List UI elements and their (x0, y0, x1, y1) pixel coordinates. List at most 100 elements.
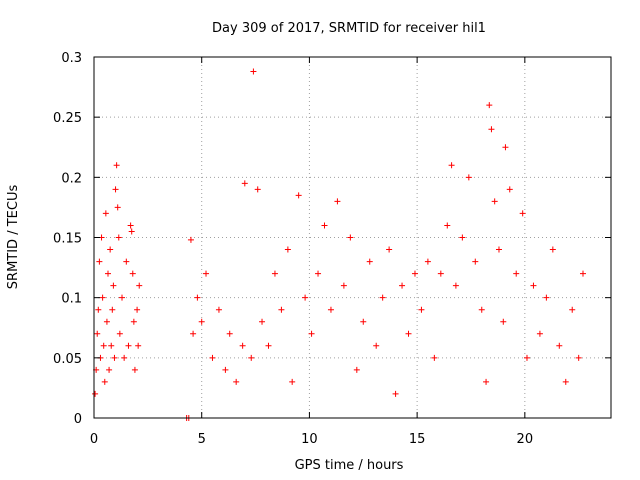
data-point (399, 282, 406, 289)
data-point (315, 270, 322, 277)
data-point (289, 378, 296, 385)
data-point (135, 342, 142, 349)
data-point (353, 366, 360, 373)
data-point (575, 354, 582, 361)
data-point (250, 68, 257, 75)
data-point (107, 246, 114, 253)
x-tick-label: 10 (301, 432, 318, 447)
data-point (110, 282, 117, 289)
data-point (259, 318, 266, 325)
y-tick-label: 0.25 (53, 111, 82, 126)
data-point (500, 318, 507, 325)
data-point (112, 186, 119, 193)
data-point (491, 198, 498, 205)
data-point (459, 234, 466, 241)
x-tick-label: 0 (90, 432, 98, 447)
data-point (334, 198, 341, 205)
data-point (95, 306, 102, 313)
data-point (360, 318, 367, 325)
data-point (278, 306, 285, 313)
chart-title: Day 309 of 2017, SRMTID for receiver hil… (212, 21, 486, 36)
data-point (103, 318, 110, 325)
data-point (284, 246, 291, 253)
data-point (222, 366, 229, 373)
data-point (226, 330, 233, 337)
data-point (111, 354, 118, 361)
data-point (373, 342, 380, 349)
x-tick-label: 5 (198, 432, 206, 447)
data-point (308, 330, 315, 337)
data-point (105, 270, 112, 277)
data-point (340, 282, 347, 289)
data-point (125, 342, 132, 349)
data-point (94, 330, 101, 337)
data-point (556, 342, 563, 349)
data-point (506, 186, 513, 193)
axis-ticks: 0 5 10 15 20 0 0.05 0.1 0.15 0.2 0.25 0.3 (53, 51, 611, 447)
data-point (536, 330, 543, 337)
data-point (519, 210, 526, 217)
y-tick-label: 0 (74, 412, 82, 427)
data-point (386, 246, 393, 253)
data-point (239, 342, 246, 349)
data-point (265, 342, 272, 349)
data-point (209, 354, 216, 361)
data-point (241, 180, 248, 187)
data-point (129, 270, 136, 277)
data-point (215, 306, 222, 313)
data-point (190, 330, 197, 337)
data-point (102, 210, 109, 217)
y-tick-label: 0.05 (53, 352, 82, 367)
data-point (405, 330, 412, 337)
data-point (203, 270, 210, 277)
data-point (116, 330, 123, 337)
data-point (187, 236, 194, 243)
y-axis-label: SRMTID / TECUs (6, 185, 21, 290)
data-point (431, 354, 438, 361)
data-point (437, 270, 444, 277)
data-point (108, 342, 115, 349)
y-tick-label: 0.1 (61, 292, 82, 307)
data-point (128, 228, 135, 235)
data-point (101, 378, 108, 385)
data-point (114, 204, 121, 211)
data-point (478, 306, 485, 313)
data-point (411, 270, 418, 277)
data-point (233, 378, 240, 385)
data-point (488, 126, 495, 133)
data-point (472, 258, 479, 265)
data-point (569, 306, 576, 313)
data-point (549, 246, 556, 253)
data-point (418, 306, 425, 313)
data-point (444, 222, 451, 229)
data-point (562, 378, 569, 385)
data-point (130, 318, 137, 325)
data-point (495, 246, 502, 253)
data-point (321, 222, 328, 229)
data-point (123, 258, 130, 265)
data-point (131, 366, 138, 373)
data-point (109, 306, 116, 313)
data-point (198, 318, 205, 325)
data-point (127, 222, 134, 229)
data-point (486, 102, 493, 109)
x-axis-label: GPS time / hours (295, 458, 404, 473)
data-point (254, 186, 261, 193)
data-point (579, 270, 586, 277)
data-point (452, 282, 459, 289)
data-point (424, 258, 431, 265)
data-point (392, 390, 399, 397)
y-tick-label: 0.3 (61, 51, 82, 66)
data-point (543, 294, 550, 301)
y-tick-label: 0.15 (53, 232, 82, 247)
data-point (379, 294, 386, 301)
data-point (523, 354, 530, 361)
data-point (119, 294, 126, 301)
data-point (327, 306, 334, 313)
data-points (92, 68, 586, 421)
data-point (248, 354, 255, 361)
data-point (366, 258, 373, 265)
data-point (134, 306, 141, 313)
data-point (448, 162, 455, 169)
